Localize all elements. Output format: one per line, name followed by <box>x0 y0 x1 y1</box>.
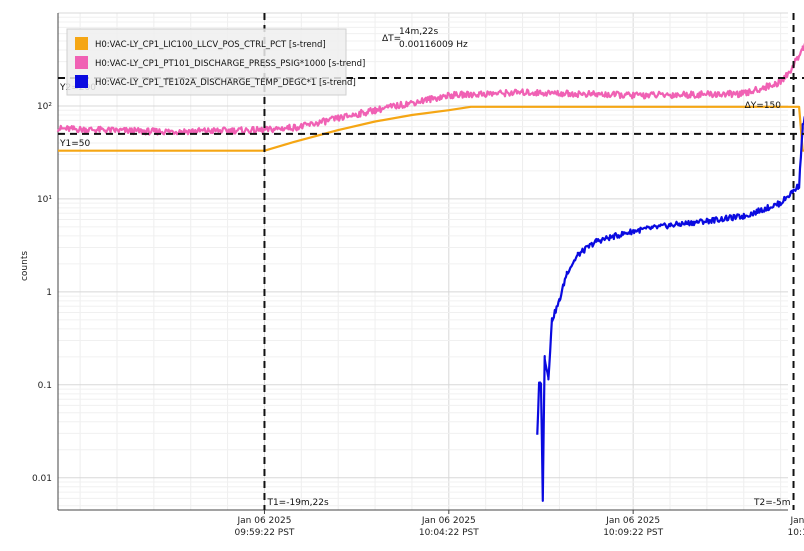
grid <box>58 12 788 510</box>
legend-entry: H0:VAC-LY_CP1_TE102A_DISCHARGE_TEMP_DEGC… <box>95 78 356 88</box>
y-tick-label: 1 <box>46 288 52 298</box>
legend-box <box>66 28 347 96</box>
t1-label: T1=-19m,22s <box>266 498 329 508</box>
x-tick-label: Jan 06 2025 <box>421 516 476 526</box>
y-tick-label: 0.01 <box>32 474 52 484</box>
delta-t-frequency: 0.00116009 Hz <box>399 40 468 50</box>
legend-swatch <box>75 75 88 88</box>
series-line <box>536 115 804 502</box>
legend-swatch <box>75 37 88 50</box>
y-axis-label: counts <box>20 251 30 281</box>
axes: 0.01 0.1 1 10¹ 10² Jan 06 2025 09:59:22 PST Jan… <box>32 13 804 538</box>
x-tick-label: Jan 06 2025 <box>605 516 660 526</box>
x-tick-label: Jan 06 2025 <box>236 516 291 526</box>
x-tick-label: Jan 06 2025 <box>790 516 804 526</box>
legend: H0:VAC-LY_CP1_LIC100_LLCV_POS_CTRL_PCT [… <box>66 28 365 96</box>
y-tick-label: 10¹ <box>37 195 52 205</box>
series-line <box>56 43 804 136</box>
delta-t-label: ΔT= <box>382 34 401 44</box>
delta-t-value: 14m,22s <box>399 27 439 37</box>
x-tick-label: 10:14:22 PST <box>788 528 804 538</box>
legend-swatch <box>75 56 88 69</box>
x-tick-label: 10:04:22 PST <box>419 528 479 538</box>
series-group <box>56 43 804 502</box>
x-tick-label: 09:59:22 PST <box>235 528 295 538</box>
legend-entry: H0:VAC-LY_CP1_LIC100_LLCV_POS_CTRL_PCT [… <box>95 40 326 50</box>
series-line <box>58 105 804 152</box>
plot-area <box>58 13 788 510</box>
y-tick-label: 10² <box>37 102 52 112</box>
y-tick-label: 0.1 <box>38 381 52 391</box>
t2-label: T2=-5m <box>753 498 791 508</box>
x-tick-label: 10:09:22 PST <box>603 528 663 538</box>
legend-entry: H0:VAC-LY_CP1_PT101_DISCHARGE_PRESS_PSIG… <box>95 59 365 69</box>
y1-label: Y1=50 <box>59 139 90 149</box>
delta-y-label: ΔY=150 <box>745 101 782 111</box>
